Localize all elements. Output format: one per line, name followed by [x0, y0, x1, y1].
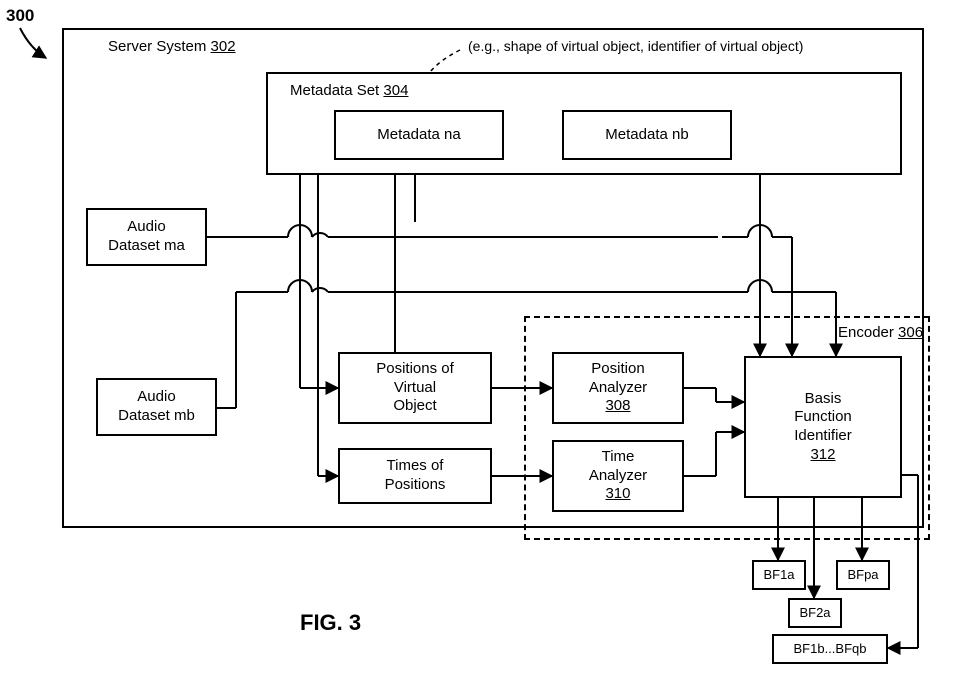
basis-text: Basis Function Identifier	[794, 390, 852, 446]
encoder-num: 306	[898, 324, 923, 341]
server-system-num: 302	[211, 38, 236, 55]
time-analyzer-text: Time Analyzer	[589, 448, 647, 486]
bfqb-text: BF1b...BFqb	[794, 641, 867, 657]
positions-box: Positions of Virtual Object	[338, 352, 492, 424]
metadata-nb-text: Metadata nb	[605, 126, 688, 145]
metadata-set-label: Metadata Set 304	[290, 82, 408, 100]
bf2a-box: BF2a	[788, 598, 842, 628]
bfqb-box: BF1b...BFqb	[772, 634, 888, 664]
metadata-set-num: 304	[383, 82, 408, 99]
positions-text: Positions of Virtual Object	[376, 360, 454, 416]
audio-ma-box: Audio Dataset ma	[86, 208, 207, 266]
server-system-label: Server System 302	[108, 38, 236, 56]
encoder-text: Encoder	[838, 324, 894, 341]
server-system-text: Server System	[108, 38, 206, 55]
position-analyzer-num: 308	[589, 397, 647, 416]
time-analyzer-box: Time Analyzer 310	[552, 440, 684, 512]
basis-num: 312	[794, 446, 852, 465]
times-text: Times of Positions	[385, 457, 446, 495]
bfpa-text: BFpa	[847, 567, 878, 583]
position-analyzer-box: Position Analyzer 308	[552, 352, 684, 424]
bf1a-box: BF1a	[752, 560, 806, 590]
encoder-label: Encoder 306	[838, 324, 923, 342]
time-analyzer-num: 310	[589, 485, 647, 504]
metadata-na-box: Metadata na	[334, 110, 504, 160]
metadata-nb-box: Metadata nb	[562, 110, 732, 160]
figure-caption: FIG. 3	[300, 610, 361, 636]
position-analyzer-text: Position Analyzer	[589, 360, 647, 398]
metadata-set-text: Metadata Set	[290, 82, 379, 99]
audio-mb-text: Audio Dataset mb	[118, 388, 195, 426]
bf1a-text: BF1a	[763, 567, 794, 583]
bfpa-box: BFpa	[836, 560, 890, 590]
times-box: Times of Positions	[338, 448, 492, 504]
audio-ma-text: Audio Dataset ma	[108, 218, 185, 256]
bf2a-text: BF2a	[799, 605, 830, 621]
metadata-na-text: Metadata na	[377, 126, 460, 145]
audio-mb-box: Audio Dataset mb	[96, 378, 217, 436]
metadata-note: (e.g., shape of virtual object, identifi…	[468, 38, 803, 55]
basis-box: Basis Function Identifier 312	[744, 356, 902, 498]
figure-ref-num: 300	[6, 6, 34, 26]
